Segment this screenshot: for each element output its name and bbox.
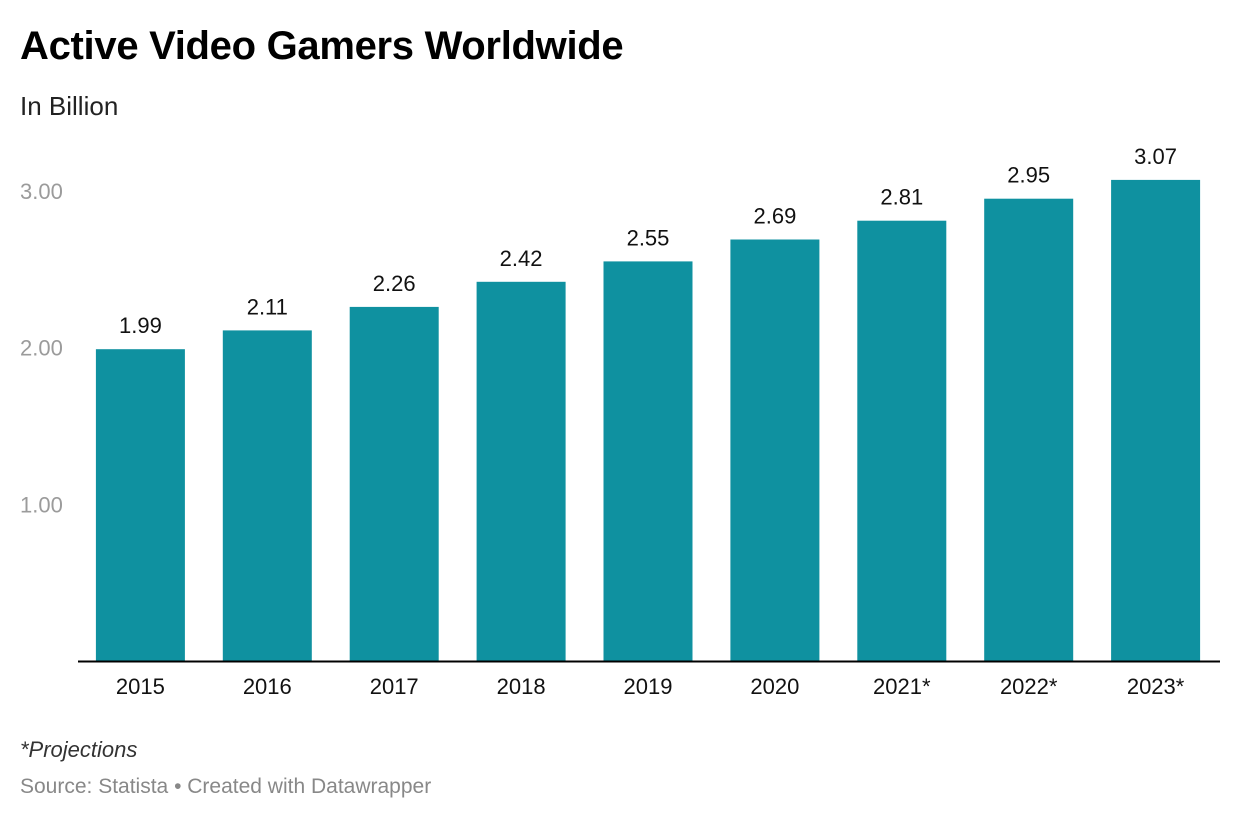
bar-value-label: 2.11 [247,294,288,319]
x-tick-label: 2019 [624,674,673,699]
x-tick-label: 2020 [750,674,799,699]
bar [95,349,185,661]
bar-value-label: 2.69 [753,204,796,229]
bar-value-label: 1.99 [119,313,162,338]
x-tick-label: 2016 [243,674,292,699]
bars-group [95,179,1201,661]
value-labels-group: 1.99 2.11 2.26 2.42 2.55 2.69 2.81 2.95 3.07 [119,144,1177,338]
source-credit: Source: Statista • Created with Datawrap… [20,775,432,798]
bar [603,261,693,661]
bar-value-label: 2.95 [1007,163,1050,188]
x-axis-labels: 2015 2016 2017 2018 2019 2020 2021* 2022* 2023* [116,674,1185,699]
bar-value-label: 3.07 [1134,144,1177,169]
bar-value-label: 2.42 [500,246,543,271]
x-tick-label: 2023* [1127,674,1185,699]
bar [222,330,312,661]
y-tick-label: 1.00 [20,492,63,517]
y-tick-label: 2.00 [20,336,63,361]
chart-subtitle: In Billion [20,91,119,121]
y-axis-ticks: 1.00 2.00 3.00 [20,179,63,517]
y-tick-label: 3.00 [20,179,63,204]
bar-value-label: 2.81 [880,185,923,210]
bar [1111,179,1201,661]
x-tick-label: 2021* [873,674,931,699]
bar-value-label: 2.55 [627,225,670,250]
bar [349,306,439,661]
bar [476,281,566,661]
x-tick-label: 2022* [1000,674,1058,699]
bar [984,198,1074,661]
bar [857,220,947,661]
bar [730,239,820,661]
x-tick-label: 2017 [370,674,419,699]
bar-value-label: 2.26 [373,271,416,296]
x-tick-label: 2018 [497,674,546,699]
projections-note: *Projections [20,737,138,762]
x-tick-label: 2015 [116,674,165,699]
chart-title: Active Video Gamers Worldwide [20,24,624,68]
